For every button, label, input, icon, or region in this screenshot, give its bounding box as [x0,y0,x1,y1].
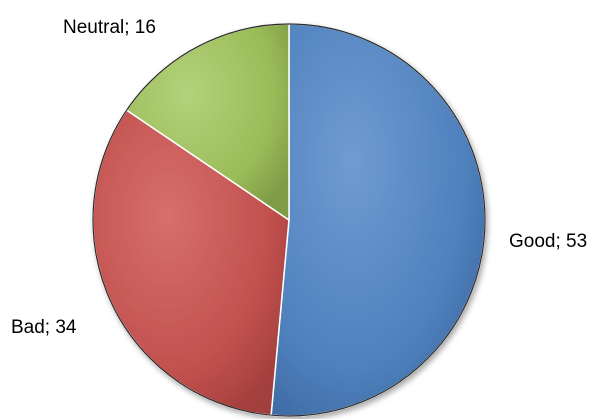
pie-outline [92,23,486,417]
pie-labels: Good; 53 Bad; 34 Neutral; 16 [11,17,587,338]
data-label-good: Good; 53 [509,231,587,252]
data-label-bad: Bad; 34 [11,317,77,338]
pie-slice-good [270,23,486,417]
data-label-neutral: Neutral; 16 [63,17,156,38]
pie-slices [92,23,486,417]
